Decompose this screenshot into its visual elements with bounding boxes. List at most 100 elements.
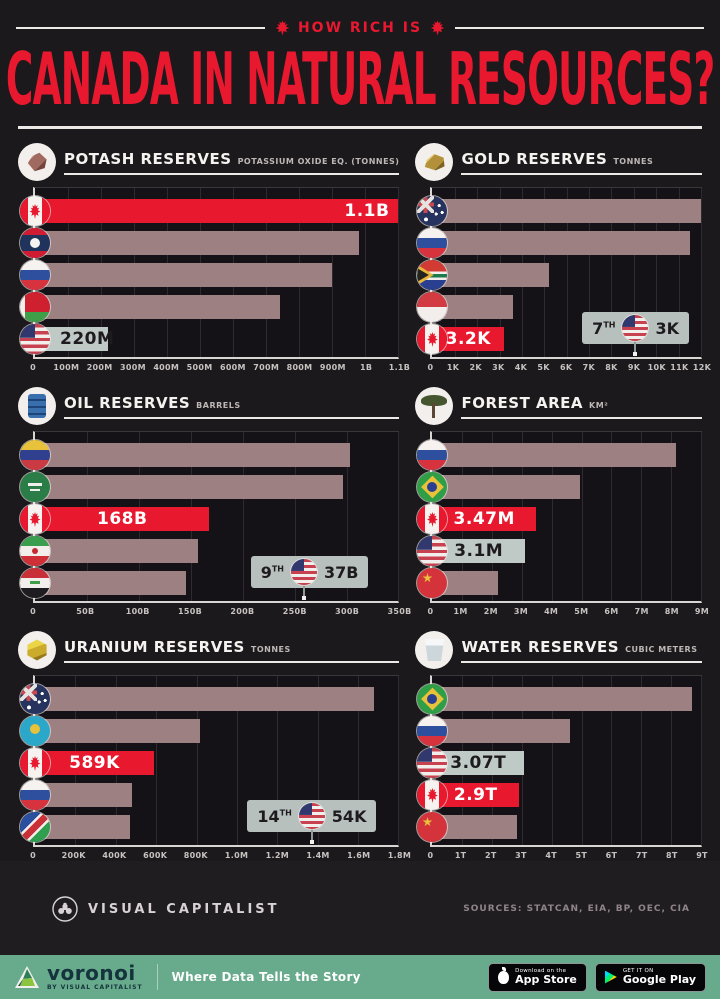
- gridline: [277, 676, 279, 845]
- axis-tick-label: 50B: [76, 607, 95, 616]
- gridline: [701, 188, 702, 357]
- chart-title: POTASH RESERVES: [64, 149, 232, 168]
- canada-flag: [20, 504, 50, 534]
- iraq-flag: [20, 568, 50, 598]
- bar-value-label: 2.9T: [453, 785, 498, 805]
- united-states-flag: [291, 559, 317, 585]
- chart-title-wrap: POTASH RESERVES POTASSIUM OXIDE EQ. (TONN…: [64, 149, 400, 175]
- bar-value-label: 168B: [97, 509, 148, 529]
- axis-tick-label: 800K: [183, 851, 208, 860]
- forest-chart: FOREST AREA KM² 3.47M 3.1M 0 1M 2M 3M 4M 5M 6M 7M 8M…: [415, 385, 709, 617]
- callout-flag-wrap: [298, 803, 325, 844]
- axis-tick-label: 150B: [178, 607, 203, 616]
- canada-flag: [20, 748, 50, 778]
- axis-ticks: 0 200K 400K 600K 800K 1.0M 1.2M 1.4M 1.6M 1.8M: [30, 847, 411, 861]
- axis-tick-label: 300M: [120, 363, 146, 372]
- chart-icon-circle: [18, 631, 56, 669]
- bar-united-states: 3.07T: [432, 751, 525, 775]
- bar-rows: 589K: [20, 676, 398, 848]
- bar-value-label: 1.1B: [344, 201, 390, 221]
- chart-header: URANIUM RESERVES TONNES: [18, 629, 400, 671]
- axis-tick-label: 9M: [694, 607, 710, 616]
- bar-row-china: [417, 811, 701, 843]
- gridline: [656, 188, 658, 357]
- axis-tick-label: 4T: [545, 851, 557, 860]
- bar-value-label: 220M: [60, 329, 115, 349]
- chart-icon-circle: [415, 631, 454, 669]
- rank-callout-united-states: 9TH 37B: [250, 556, 369, 600]
- callout-pin: [634, 341, 637, 356]
- axis-tick-label: 600K: [143, 851, 168, 860]
- canada-flag: [20, 196, 50, 226]
- bar-row-canada: 589K: [20, 747, 398, 779]
- axis-tick-label: 8T: [666, 851, 678, 860]
- footer-attribution: VISUAL CAPITALIST SOURCES: STATCAN, EIA,…: [0, 861, 720, 955]
- axis-ticks: 0 50B 100B 150B 200B 250B 300B 350B: [30, 603, 411, 617]
- bar-belarus: [35, 295, 280, 319]
- chart-icon-circle: [18, 143, 56, 181]
- bar-value-label: 3.47M: [453, 509, 515, 529]
- russia-flag: [417, 716, 448, 746]
- brazil-flag: [417, 684, 448, 714]
- page-title: CANADA IN NATURAL RESOURCES?: [5, 38, 715, 122]
- voronoi-triangle-icon: [15, 966, 39, 988]
- gridline: [242, 432, 244, 601]
- bar-russia: [432, 231, 690, 255]
- bar-row-russia: [417, 227, 701, 259]
- axis-tick-label: 3K: [492, 363, 505, 372]
- gridline: [611, 432, 613, 601]
- axis-tick-label: 2K: [469, 363, 482, 372]
- russia-flag: [417, 228, 448, 258]
- chart-title-wrap: FOREST AREA KM²: [461, 394, 702, 419]
- bar-row-canada: 1.1B: [20, 195, 399, 227]
- gridline: [671, 676, 673, 845]
- brazil-flag: [417, 472, 448, 502]
- bar-kazakhstan: [35, 719, 200, 743]
- axis-tick-label: 1T: [454, 851, 467, 860]
- bar-russia: [35, 263, 333, 287]
- bar-row-united-states: 220M: [20, 323, 398, 355]
- bar-value-label: 3.1M: [454, 541, 504, 561]
- chart-title: URANIUM RESERVES: [64, 637, 245, 656]
- app-store-badge[interactable]: Download on the App Store: [488, 962, 587, 992]
- bar-brazil: [432, 475, 581, 499]
- saudi-arabia-flag: [20, 472, 50, 502]
- china-flag: [417, 568, 448, 598]
- bar-row-saudi-arabia: [20, 471, 398, 503]
- gridline: [398, 432, 400, 601]
- bar-russia: [432, 719, 570, 743]
- gridline: [701, 432, 702, 601]
- chart-title: GOLD RESERVES: [461, 149, 608, 168]
- badge-line2: App Store: [515, 972, 577, 986]
- chart-plot-area: 3.47M 3.1M: [417, 431, 702, 604]
- axis-ticks: 0 1M 2M 3M 4M 5M 6M 7M 8M 9M: [428, 603, 709, 617]
- axis-ticks: 0 1K 2K 3K 4K 5K 6K 7K 8K 9K 10K 11K 12K: [428, 359, 711, 373]
- axis-tick-label: 400M: [153, 363, 180, 372]
- bar-united-states: 3.1M: [432, 539, 525, 563]
- gridline: [641, 676, 643, 845]
- laos-flag: [20, 228, 50, 258]
- bar-row-iran: [20, 535, 398, 567]
- chart-title-wrap: URANIUM RESERVES TONNES: [64, 637, 400, 663]
- bar-row-namibia: [20, 811, 398, 843]
- bar-australia: [35, 687, 375, 711]
- gridline: [196, 676, 198, 845]
- callout-flag-wrap: [291, 559, 317, 600]
- chart-plot-area: 1.1B 220M: [20, 187, 400, 360]
- google-play-badge[interactable]: GET IT ON Google Play: [594, 962, 706, 992]
- bar-rows: 1.1B 220M: [20, 188, 399, 360]
- axis-tick-label: 10K: [647, 363, 666, 372]
- play-icon: [604, 970, 617, 984]
- callout-pin: [310, 829, 313, 844]
- united-states-flag: [20, 324, 50, 354]
- bar-saudi-arabia: [35, 475, 344, 499]
- chart-plot-area: 589K 14TH 54K: [20, 675, 400, 848]
- gridline: [671, 432, 673, 601]
- chart-subtitle: TONNES: [613, 156, 654, 166]
- bar-row-australia: [417, 195, 701, 227]
- russia-flag: [20, 260, 50, 290]
- tagline: Where Data Tells the Story: [171, 970, 361, 984]
- bar-value-label: 3.07T: [450, 753, 507, 773]
- bar-rows: 3.47M 3.1M: [417, 432, 701, 604]
- bar-rows: 3.07T 2.9T: [417, 676, 701, 848]
